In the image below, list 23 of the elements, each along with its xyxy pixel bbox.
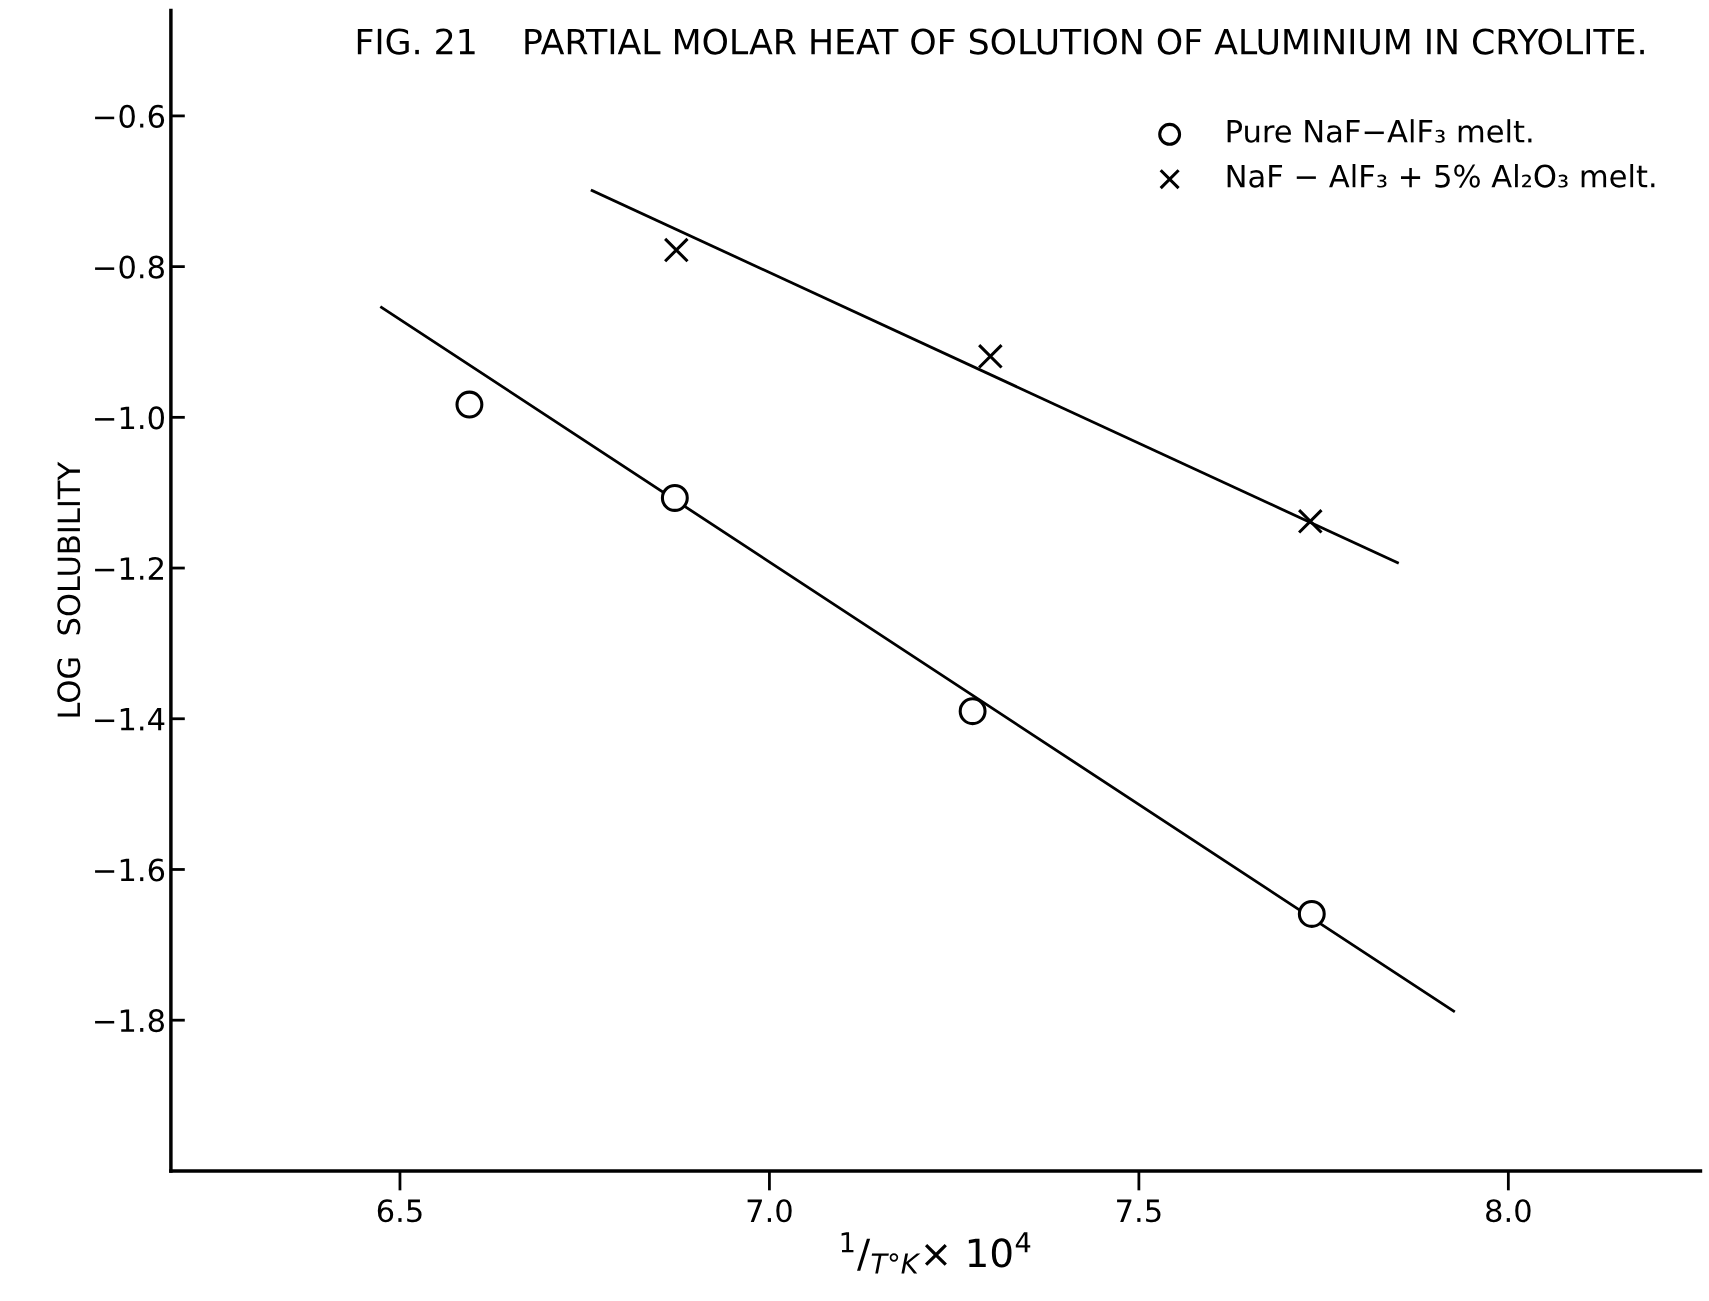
legend-label: NaF − AlF₃ + 5% Al₂O₃ melt. xyxy=(1227,163,1655,188)
point xyxy=(663,237,690,263)
y-tick-label: −1.6 xyxy=(95,858,165,882)
y-tick-label: −1.8 xyxy=(95,1009,164,1033)
y-tick-label: −1.4 xyxy=(95,708,165,731)
point xyxy=(977,343,1004,370)
chart-title: FIG. 21 PARTIAL MOLAR HEAT OF SOLUTION OF ALUMINIUM IN CRYOLITE. xyxy=(357,28,1644,55)
y-tick-label: −0.6 xyxy=(95,104,165,128)
y-tick-label: −1.0 xyxy=(95,406,165,430)
x-tick-label: 7.0 xyxy=(747,1199,792,1223)
y-tick-label: −0.8 xyxy=(95,255,164,279)
point xyxy=(660,484,689,512)
x-axis-title: $^{1}$/$_{T°K}$× 10$^{4}$ xyxy=(841,1232,1031,1274)
y-tick-label: −1.2 xyxy=(95,556,163,580)
point xyxy=(958,697,987,726)
x-tick-label: 6.5 xyxy=(377,1199,422,1223)
point xyxy=(1297,899,1326,928)
legend-label: Pure NaF−AlF₃ melt. xyxy=(1227,119,1532,143)
x-tick-label: 7.5 xyxy=(1117,1199,1161,1223)
x-tick-label: 8.0 xyxy=(1486,1199,1531,1223)
point xyxy=(455,390,484,419)
point xyxy=(1297,508,1324,535)
y-axis-title: LOG SOLUBILITY xyxy=(57,461,81,717)
